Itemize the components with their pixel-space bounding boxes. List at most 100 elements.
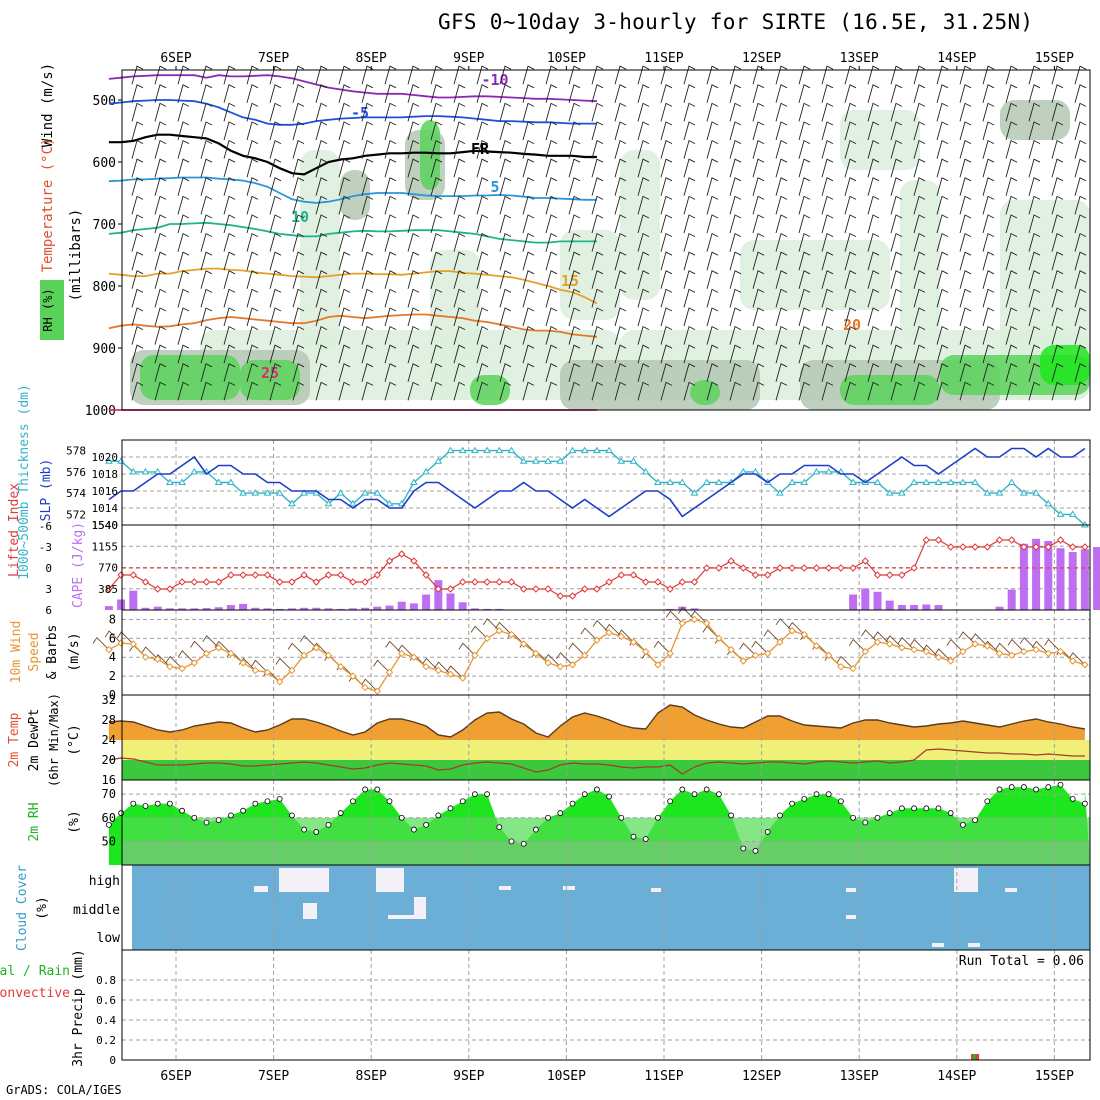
wind-barb [982,84,995,103]
wind-barb-10m [434,661,451,675]
wind-barb [154,195,167,215]
wind-barb [384,177,397,196]
wind-barb [131,65,144,85]
wind-barb-10m [836,655,854,669]
lifted-index-point [922,536,931,544]
wind-barb [591,288,604,308]
wind-barb [131,232,144,252]
wind-barb-10m [946,638,964,652]
wind-barb [959,139,972,159]
wind-barb [430,325,443,345]
cape-bar [287,608,296,610]
rh-point [1082,800,1088,807]
wind-barb [660,381,673,401]
wind-barb [361,139,374,159]
lifted-index-point [385,557,394,565]
wind-barb [223,325,236,345]
wind-barb [1005,288,1018,308]
wind-barb [821,84,834,103]
wind-barb [269,139,282,159]
wind-barb [223,307,236,327]
wind-barb [476,195,489,215]
rh-point [447,805,454,812]
wind-barb [407,139,420,159]
wind-barb [729,158,742,178]
rh-point [618,814,625,821]
rh-point [1057,781,1064,788]
wind-tick: 6 [109,631,116,645]
wind-barb [752,307,765,327]
wind-barb [890,121,903,141]
thickness-point [824,467,833,475]
thickness-point [1056,510,1065,517]
isotherm-15-line [108,267,598,305]
wind-barb-10m [958,631,976,645]
wind-barb [246,325,259,345]
wind-barb [177,121,190,141]
wind-barb [453,158,466,178]
wind-barb [706,102,719,122]
thickness-slp-panel: 572 574 576 578 1014 1016 1018 1020 1540 1000~500… [17,384,1091,580]
wind-barb [752,84,765,103]
wind-barb [522,381,535,401]
wind-speed-point [837,662,845,671]
wind-barb [246,139,259,159]
cape-bar [1068,552,1077,610]
date-label-bottom: 6SEP [160,1069,191,1084]
wind-barb [1051,288,1064,308]
wind-barb [476,139,489,159]
wind-barb-10m [360,678,378,692]
wind-speed-point [861,647,870,656]
wind-barb [568,344,581,364]
wind-barb [913,65,926,85]
wind-barb [867,270,880,289]
wind-barb-10m [934,648,952,662]
wind-barb [844,270,857,289]
wind-barb [499,177,512,196]
wind-barb [706,214,719,234]
rh-point [740,845,747,852]
wind-barb [545,84,558,103]
thickness-tick: 578 [66,445,86,458]
wind-barb [867,65,880,85]
wind-barb [177,344,190,364]
wind-barb [683,65,696,85]
wind-speed-point [422,662,430,671]
wind-barb [591,214,604,234]
wind-barb [223,84,236,103]
wind-barb [591,65,604,85]
cape-bar [861,588,870,610]
wind-speed-point [812,642,821,650]
rh-point [972,817,978,824]
wind-barb [131,214,144,234]
wind-barb-10m [287,642,305,656]
wind-barb [1051,84,1064,103]
rh-point [264,798,271,805]
wind-barb [867,214,880,234]
wind-barb [430,177,443,196]
thickness-point [702,478,711,485]
lifted-index-point [654,578,662,586]
wind-barb [959,344,972,364]
wind-barb [407,84,420,103]
wind-barb [614,177,627,196]
wind-barb [131,363,144,382]
rh-swatch [40,280,64,340]
cape-tick: 1540 [92,519,119,532]
wind-speed-point [934,653,943,661]
cloud-level-label: low [97,931,121,946]
run-total-label: Run Total = 0.06 [959,954,1084,969]
wind-barb [177,325,190,345]
wind-speed-point [300,651,308,660]
wind-barb [890,177,903,196]
rh-point [325,821,332,828]
wind-barb [200,139,213,159]
wind-barb [821,214,834,234]
wind-barb [315,251,328,271]
lifted-index-point [373,571,382,579]
lifted-index-point [629,571,638,579]
wind-barb [913,84,926,103]
wind-speed-point [1081,661,1089,669]
rh-point [557,810,564,816]
wind-barb [131,251,144,271]
